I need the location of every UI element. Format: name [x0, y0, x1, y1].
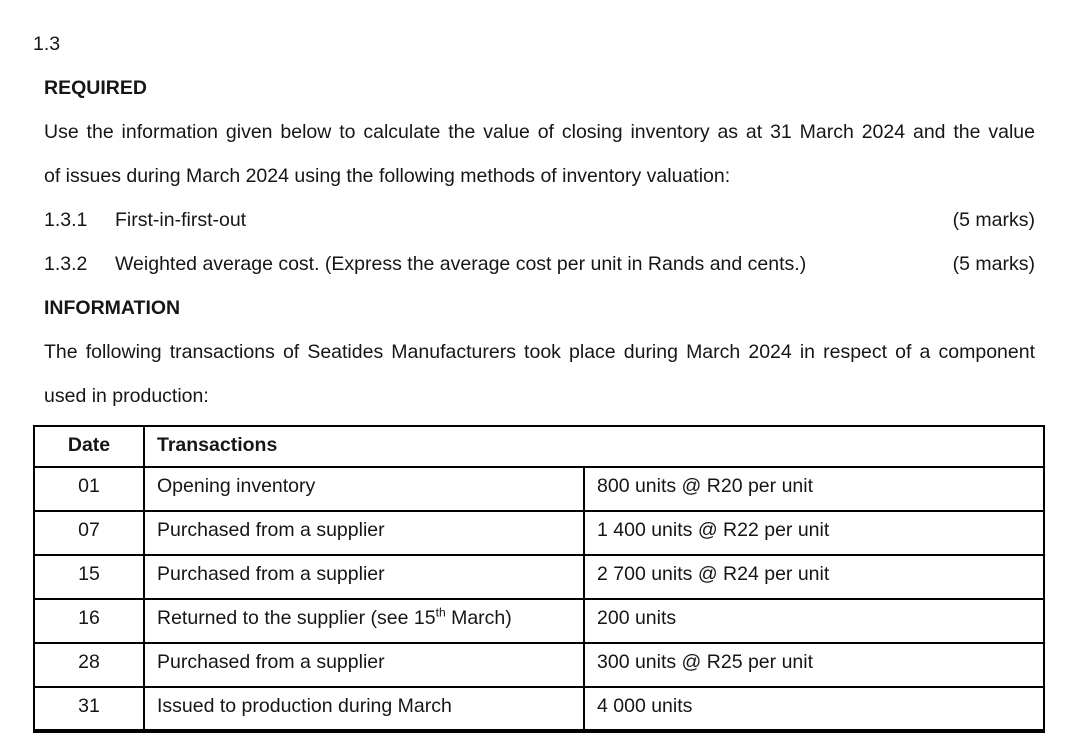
ordinal-superscript: th: [435, 605, 446, 620]
transaction-cell: Issued to production during March: [143, 686, 585, 733]
required-paragraph-line-2: of issues during March 2024 using the fo…: [44, 165, 731, 187]
item-number: 1.3.1: [44, 209, 88, 231]
table-row: 07 Purchased from a supplier 1 400 units…: [33, 510, 1046, 556]
information-paragraph-line-2: used in production:: [44, 385, 209, 407]
transaction-cell: Returned to the supplier (see 15th March…: [143, 598, 585, 644]
item-text: First-in-first-out: [115, 209, 247, 231]
transaction-cell: Purchased from a supplier: [143, 642, 585, 688]
date-cell: 28: [33, 642, 145, 688]
table-row: 16 Returned to the supplier (see 15th Ma…: [33, 598, 1046, 644]
transaction-cell: Purchased from a supplier: [143, 510, 585, 556]
date-cell: 16: [33, 598, 145, 644]
transaction-cell: Opening inventory: [143, 466, 585, 512]
table-row: 01 Opening inventory 800 units @ R20 per…: [33, 466, 1046, 512]
information-paragraph-line-1: The following transactions of Seatides M…: [44, 341, 1035, 363]
transaction-text-part: Returned to the supplier (see 15: [157, 607, 436, 629]
item-text: Weighted average cost. (Express the aver…: [115, 253, 807, 275]
transactions-table: Date Transactions 01 Opening inventory 8…: [33, 425, 1046, 733]
item-marks: (5 marks): [952, 209, 1035, 231]
table-row: 31 Issued to production during March 4 0…: [33, 686, 1046, 733]
question-item-1-3-1: 1.3.1 First-in-first-out (5 marks): [44, 198, 1035, 242]
date-cell: 07: [33, 510, 145, 556]
date-cell: 01: [33, 466, 145, 512]
date-cell: 15: [33, 554, 145, 600]
question-item-1-3-2: 1.3.2 Weighted average cost. (Express th…: [44, 242, 1035, 286]
table-row: 28 Purchased from a supplier 300 units @…: [33, 642, 1046, 688]
table-row: 15 Purchased from a supplier 2 700 units…: [33, 554, 1046, 600]
transaction-text-part: March): [445, 607, 512, 629]
item-number: 1.3.2: [44, 253, 88, 275]
detail-cell: 200 units: [582, 598, 1046, 644]
table-header-row: Date Transactions: [33, 425, 1046, 468]
detail-cell: 300 units @ R25 per unit: [582, 642, 1046, 688]
table-header-transactions: Transactions: [142, 425, 1046, 468]
required-heading: REQUIRED: [44, 77, 147, 99]
section-number: 1.3: [33, 33, 61, 55]
detail-cell: 1 400 units @ R22 per unit: [582, 510, 1046, 556]
table-header-date: Date: [33, 425, 145, 468]
required-paragraph-line-1: Use the information given below to calcu…: [44, 121, 1035, 143]
detail-cell: 4 000 units: [582, 686, 1046, 733]
transaction-cell: Purchased from a supplier: [143, 554, 585, 600]
information-heading: INFORMATION: [44, 297, 181, 319]
date-cell: 31: [33, 686, 145, 733]
detail-cell: 800 units @ R20 per unit: [582, 466, 1046, 512]
detail-cell: 2 700 units @ R24 per unit: [582, 554, 1046, 600]
item-marks: (5 marks): [952, 253, 1035, 275]
